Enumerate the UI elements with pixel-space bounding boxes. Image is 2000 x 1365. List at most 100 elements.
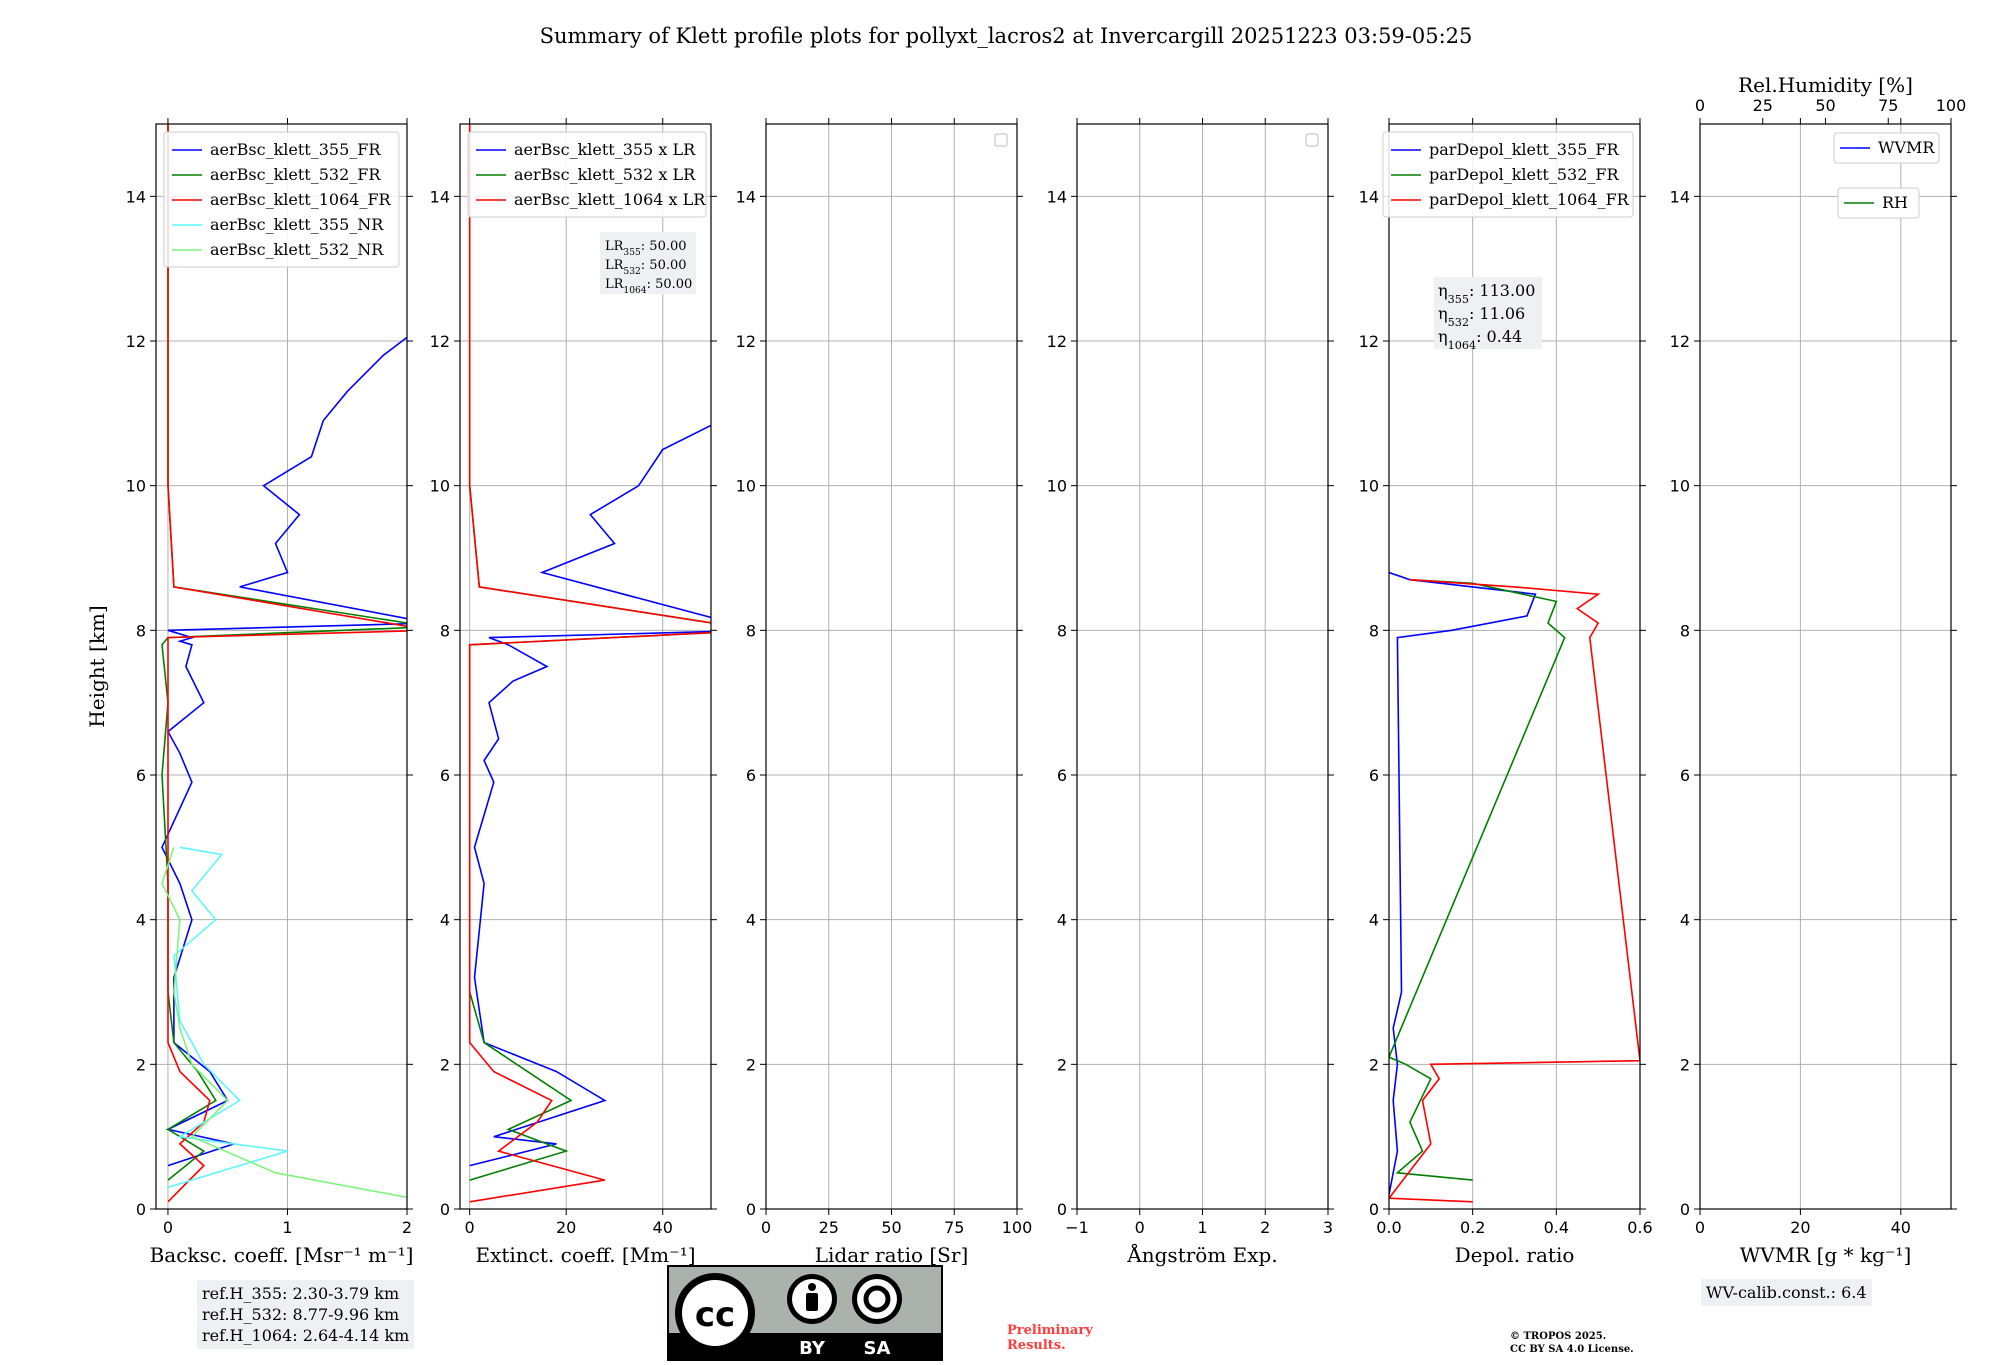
- legend-entry: aerBsc_klett_355_NR: [210, 215, 384, 234]
- legend-entry: parDepol_klett_355_FR: [1429, 140, 1620, 159]
- x-axis-label: Lidar ratio [Sr]: [815, 1243, 969, 1267]
- wv-calib-box: WV-calib.const.: 6.4: [1701, 1279, 1872, 1306]
- legend-box: [1837, 187, 1920, 219]
- annotation-line: LR1064: 50.00: [605, 277, 692, 296]
- series-line-parDepol_klett_532_FR: [1389, 578, 1566, 1181]
- annotation-line: LR532: 50.00: [605, 258, 687, 277]
- y-tick-label: 14: [1047, 187, 1067, 206]
- x-tick-label: 40: [1891, 1218, 1911, 1237]
- y-tick-label: 0: [440, 1200, 450, 1219]
- y-tick-label: 12: [126, 332, 146, 351]
- legend-box: [1382, 131, 1634, 218]
- series-line-aerBsc_klett_355_FR: [161, 336, 407, 1167]
- x-tick-label: 25: [819, 1218, 839, 1237]
- series-line-parDepol_klett_1064_FR: [1389, 578, 1640, 1203]
- y-tick-label: 14: [1359, 187, 1379, 206]
- series-line-parDepol_klett_355_FR: [1389, 571, 1537, 1195]
- y-tick-label: 2: [136, 1055, 146, 1074]
- legend-entry: aerBsc_klett_532_NR: [210, 240, 384, 259]
- annotation-line: η532: 11.06: [1438, 304, 1525, 329]
- x-tick-label: 0: [1695, 1218, 1705, 1237]
- legend-entry: aerBsc_klett_1064 x LR: [514, 190, 706, 209]
- y-tick-label: 10: [736, 477, 756, 496]
- y-tick-label: 12: [1670, 332, 1690, 351]
- x-axis-label: Depol. ratio: [1455, 1243, 1575, 1267]
- x-axis-label: Ångström Exp.: [1126, 1242, 1277, 1267]
- y-tick-label: 6: [1057, 766, 1067, 785]
- axes-frame: [1388, 123, 1641, 1210]
- y-tick-label: 0: [136, 1200, 146, 1219]
- x-tick-label: 0.6: [1627, 1218, 1652, 1237]
- y-tick-label: 6: [440, 766, 450, 785]
- y-tick-label: 0: [1369, 1200, 1379, 1219]
- y-tick-label: 6: [1680, 766, 1690, 785]
- sa-text: SA: [864, 1338, 891, 1359]
- axes-frame: [1699, 123, 1952, 1210]
- annotation-line: η355: 113.00: [1438, 281, 1535, 306]
- y-tick-label: 4: [1057, 911, 1067, 930]
- y-tick-label: 2: [1369, 1055, 1379, 1074]
- x-tick-label: 0.0: [1376, 1218, 1401, 1237]
- y-tick-label: 4: [1680, 911, 1690, 930]
- y-tick-label: 0: [1680, 1200, 1690, 1219]
- x-tick-label: 40: [653, 1218, 673, 1237]
- series-line-aerBsc_klett_1064 x LR: [468, 124, 711, 1203]
- y-tick-label: 2: [746, 1055, 756, 1074]
- ref-height-1064: ref.H_1064: 2.64-4.14 km: [202, 1326, 410, 1345]
- y-tick-label: 8: [746, 621, 756, 640]
- top-x-tick-label: 25: [1753, 96, 1773, 115]
- y-tick-label: 12: [1359, 332, 1379, 351]
- x-tick-label: 100: [1002, 1218, 1033, 1237]
- legend-entry: RH: [1882, 193, 1908, 212]
- x-axis-label: WVMR [g * kg⁻¹]: [1740, 1243, 1912, 1267]
- empty-legend: [1305, 133, 1319, 147]
- top-x-tick-label: 50: [1815, 96, 1835, 115]
- y-axis-label: Height [km]: [85, 605, 109, 727]
- series-group: [161, 124, 407, 1203]
- annotation-box: [1434, 277, 1542, 349]
- panel-lidar_ratio: 0 25 50 75 100 0 2 4 6 8 10 12 14 Lidar ratio [Sr]: [736, 118, 1033, 1267]
- ref-height-532: ref.H_532: 8.77-9.96 km: [202, 1305, 400, 1324]
- x-tick-label: 2: [1260, 1218, 1270, 1237]
- x-tick-label: 0: [465, 1218, 475, 1237]
- x-tick-label: 75: [944, 1218, 964, 1237]
- x-tick-label: 20: [556, 1218, 576, 1237]
- preliminary-line-2: Results.: [1007, 1338, 1066, 1353]
- x-tick-label: 0: [1135, 1218, 1145, 1237]
- x-tick-label: 2: [402, 1218, 412, 1237]
- y-tick-label: 8: [1369, 621, 1379, 640]
- panel-wvmr: 0 20 40 0 2 4 6 8 10 12 14 WVMR [g * kg⁻¹] 0 25 50 75 10…: [1670, 73, 1967, 1267]
- legend-entry: aerBsc_klett_1064_FR: [210, 190, 392, 209]
- y-tick-label: 14: [1670, 187, 1690, 206]
- preliminary-note: Preliminary Results.: [1007, 1323, 1093, 1353]
- panel-depol: 0.0 0.2 0.4 0.6 0 2 4 6 8 10 12 14 Depol. ratio parDe…: [1359, 118, 1653, 1267]
- ref-height-355: ref.H_355: 2.30-3.79 km: [202, 1284, 400, 1303]
- x-tick-label: 0: [163, 1218, 173, 1237]
- y-tick-label: 8: [1680, 621, 1690, 640]
- x-axis-label: Extinct. coeff. [Mm⁻¹]: [475, 1243, 695, 1267]
- y-tick-label: 14: [430, 187, 450, 206]
- y-tick-label: 2: [440, 1055, 450, 1074]
- y-tick-label: 8: [1057, 621, 1067, 640]
- y-tick-label: 4: [1369, 911, 1379, 930]
- copyright-line-1: © TROPOS 2025.: [1510, 1331, 1607, 1342]
- y-tick-label: 6: [746, 766, 756, 785]
- y-tick-label: 10: [126, 477, 146, 496]
- series-line-aerBsc_klett_1064_FR: [167, 124, 407, 1203]
- cc-by-sa-badge: cc BY SA: [667, 1265, 943, 1361]
- legend-box: [163, 131, 400, 268]
- legend-entry: aerBsc_klett_355_FR: [210, 140, 381, 159]
- y-tick-label: 14: [126, 187, 146, 206]
- series-line-aerBsc_klett_355 x LR: [469, 424, 711, 1167]
- y-tick-label: 12: [1047, 332, 1067, 351]
- y-tick-label: 10: [1359, 477, 1379, 496]
- legend: aerBsc_klett_355 x LR aerBsc_klett_532 x …: [467, 131, 707, 218]
- legend-entry: aerBsc_klett_355 x LR: [514, 140, 696, 159]
- y-tick-label: 6: [136, 766, 146, 785]
